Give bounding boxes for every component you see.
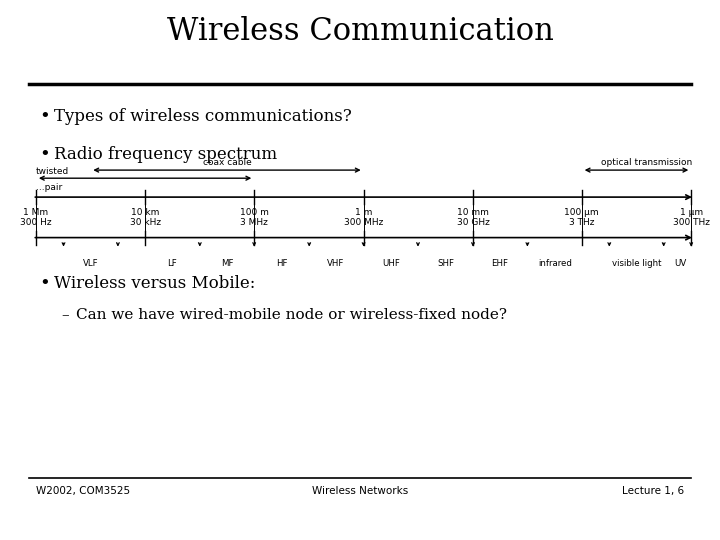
Text: W2002, COM3525: W2002, COM3525 <box>36 486 130 496</box>
Text: 10 km
30 kHz: 10 km 30 kHz <box>130 208 161 227</box>
Text: UV: UV <box>674 259 686 268</box>
Text: optical transmission: optical transmission <box>601 158 693 167</box>
Text: infrared: infrared <box>538 259 572 268</box>
Text: 100 m
3 MHz: 100 m 3 MHz <box>240 208 269 227</box>
Text: EHF: EHF <box>491 259 508 268</box>
Text: Radio frequency spectrum: Radio frequency spectrum <box>54 146 277 163</box>
Text: Wireless Networks: Wireless Networks <box>312 486 408 496</box>
Text: 10 mm
30 GHz: 10 mm 30 GHz <box>456 208 490 227</box>
Text: MF: MF <box>221 259 233 268</box>
Text: 1 μm
300 THz: 1 μm 300 THz <box>672 208 710 227</box>
Text: •: • <box>40 275 50 293</box>
Text: LF: LF <box>168 259 177 268</box>
Text: 100 μm
3 THz: 100 μm 3 THz <box>564 208 599 227</box>
Text: ...pair: ...pair <box>36 183 62 192</box>
Text: –: – <box>61 308 69 322</box>
Text: Lecture 1, 6: Lecture 1, 6 <box>622 486 684 496</box>
Text: VLF: VLF <box>83 259 98 268</box>
Text: UHF: UHF <box>382 259 400 268</box>
Text: •: • <box>40 108 50 126</box>
Text: coax cable: coax cable <box>202 158 251 167</box>
Text: Wireless versus Mobile:: Wireless versus Mobile: <box>54 275 256 292</box>
Text: 1 Mm
300 Hz: 1 Mm 300 Hz <box>20 208 52 227</box>
Text: Can we have wired-mobile node or wireless-fixed node?: Can we have wired-mobile node or wireles… <box>76 308 507 322</box>
Text: •: • <box>40 146 50 164</box>
Text: VHF: VHF <box>328 259 345 268</box>
Text: SHF: SHF <box>437 259 454 268</box>
Text: visible light: visible light <box>612 259 662 268</box>
Text: Wireless Communication: Wireless Communication <box>166 16 554 47</box>
Text: Types of wireless communications?: Types of wireless communications? <box>54 108 352 125</box>
Text: HF: HF <box>276 259 287 268</box>
Text: twisted: twisted <box>36 166 69 176</box>
Text: 1 m
300 MHz: 1 m 300 MHz <box>344 208 383 227</box>
